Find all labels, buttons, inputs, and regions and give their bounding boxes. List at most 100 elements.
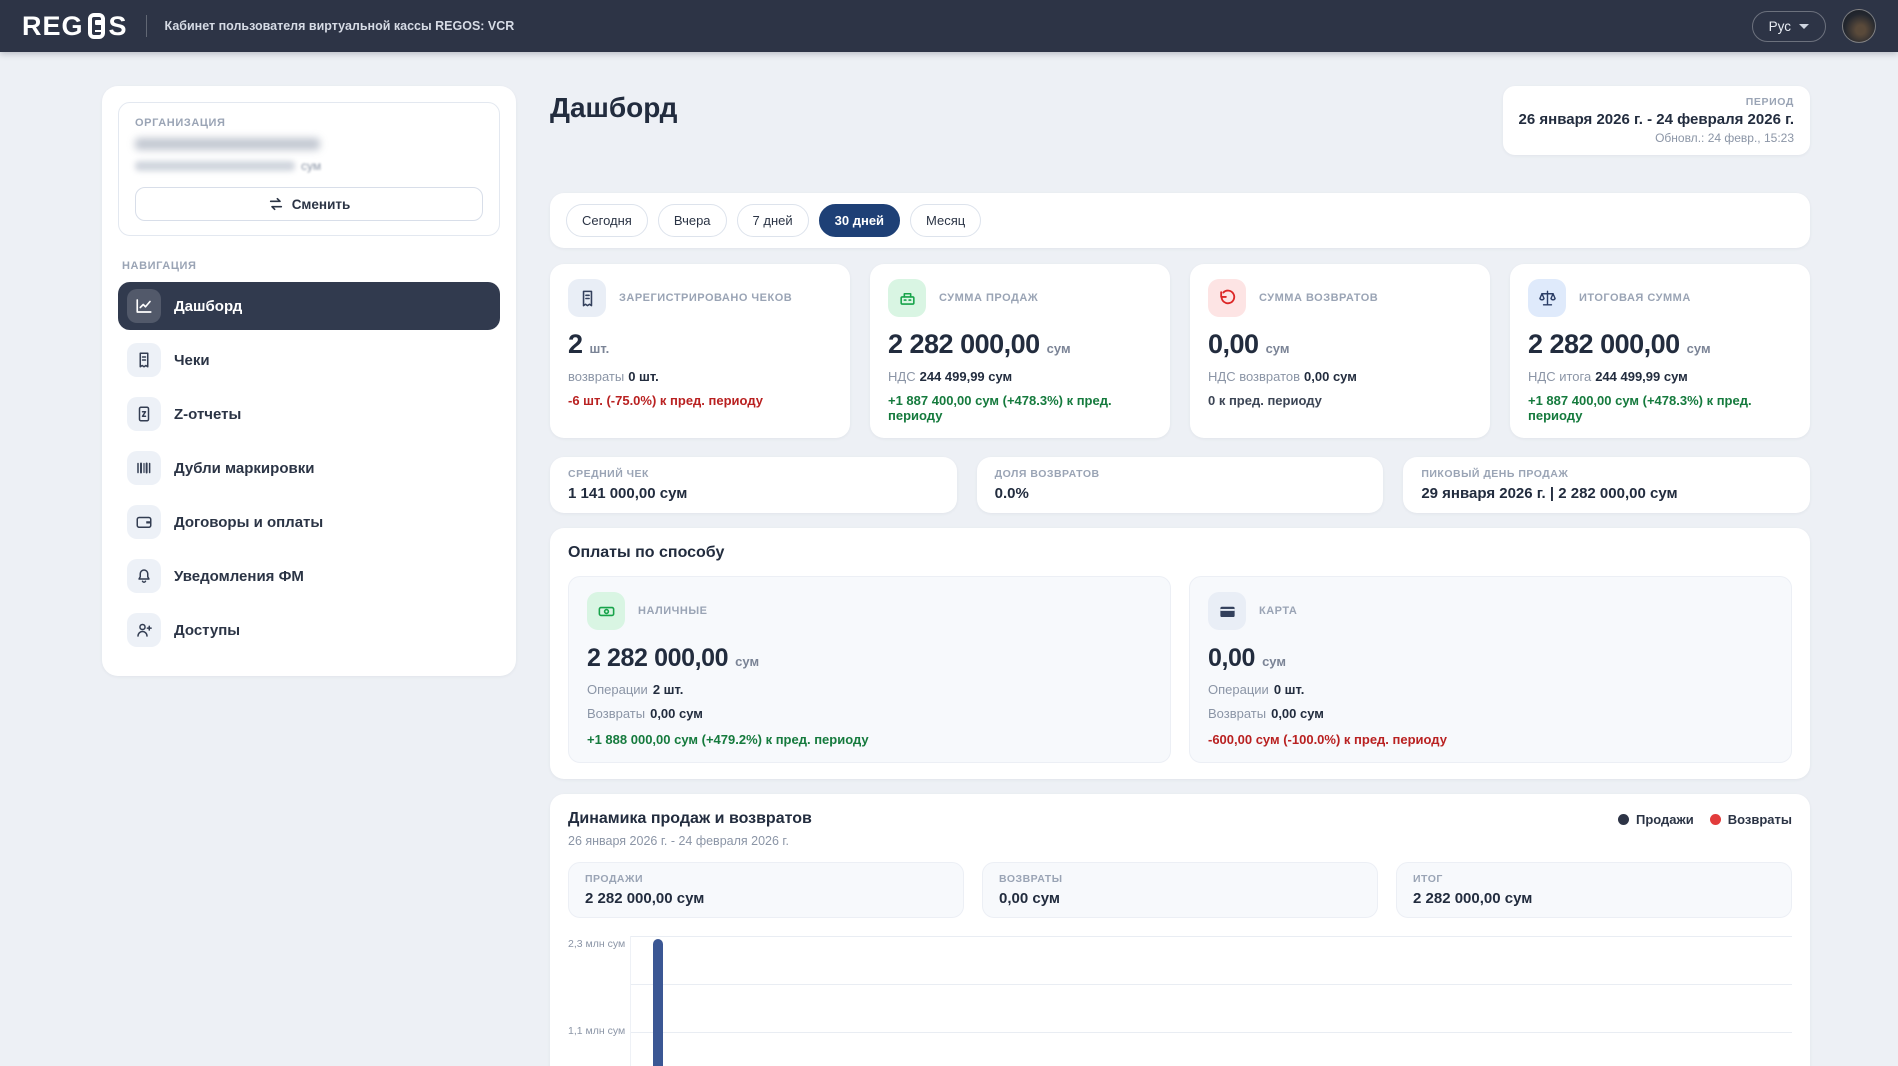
payments-section-title: Оплаты по способу: [568, 544, 725, 561]
stat-value: 2: [568, 329, 583, 359]
stat-sub-value: 244 499,99 сум: [1595, 369, 1688, 384]
stat-sub-value: 0,00 сум: [1304, 369, 1357, 384]
stat-sub-value: 244 499,99 сум: [919, 369, 1013, 384]
sidebar-item-z-reports[interactable]: Z-отчеты: [118, 390, 500, 438]
page-title: Дашборд: [550, 92, 678, 123]
dynamics-summary-sales: ПРОДАЖИ 2 282 000,00 сум: [568, 862, 964, 918]
payment-row-value: 0 шт.: [1273, 682, 1305, 697]
sidebar-item-label: Дубли маркировки: [174, 459, 315, 477]
stat-value: 0,00: [1208, 329, 1259, 359]
sales-bar-jan-29[interactable]: [653, 939, 663, 1066]
sidebar-item-receipts[interactable]: Чеки: [118, 336, 500, 384]
dynamics-title: Динамика продаж и возвратов: [568, 810, 812, 827]
logo-pos-icon: [87, 13, 105, 39]
chevron-down-icon: [1799, 23, 1809, 29]
regos-logo: REG S: [22, 11, 128, 42]
stat-unit: сум: [1686, 341, 1711, 356]
cash-register-icon: [888, 279, 926, 317]
stat-value: 2 282 000,00: [1528, 329, 1680, 359]
period-card: ПЕРИОД 26 января 2026 г. - 24 февраля 20…: [1502, 86, 1810, 155]
stat-value: 2 282 000,00: [888, 329, 1040, 359]
summary-value: 2 282 000,00 сум: [585, 890, 705, 907]
gridline: [631, 984, 1792, 985]
org-name-redacted: [135, 138, 320, 150]
receipt-icon: [568, 279, 606, 317]
sidebar-item-label: Чеки: [174, 351, 210, 369]
filter-month[interactable]: Месяц: [910, 204, 982, 237]
gridline: [631, 936, 1792, 937]
period-range: 26 января 2026 г. - 24 февраля 2026 г.: [1518, 111, 1794, 128]
payment-card-card: КАРТА 0,00 сум Операции 0 шт. Возвраты 0,0…: [1189, 576, 1792, 763]
stat-label: ЗАРЕГИСТРИРОВАНО ЧЕКОВ: [619, 292, 793, 304]
navigation-section-label: НАВИГАЦИЯ: [122, 260, 197, 272]
credit-card-icon: [1208, 592, 1246, 630]
mini-label: ПИКОВЫЙ ДЕНЬ ПРОДАЖ: [1421, 468, 1569, 480]
filter-30-days[interactable]: 30 дней: [818, 204, 901, 237]
summary-label: ИТОГ: [1413, 873, 1443, 885]
bell-icon: [127, 559, 161, 593]
stat-label: СУММА ПРОДАЖ: [939, 292, 1039, 304]
y-tick-label: 2,3 млн сум: [568, 938, 626, 950]
payment-unit: сум: [1262, 654, 1286, 669]
user-avatar[interactable]: [1842, 9, 1876, 43]
sidebar-item-contracts-payments[interactable]: Договоры и оплаты: [118, 498, 500, 546]
organization-label: ОРГАНИЗАЦИЯ: [135, 117, 226, 129]
chart-legend: Продажи Возвраты: [1617, 812, 1792, 827]
stat-label: СУММА ВОЗВРАТОВ: [1259, 292, 1379, 304]
filter-yesterday[interactable]: Вчера: [657, 204, 727, 237]
mini-card-peak-day: ПИКОВЫЙ ДЕНЬ ПРОДАЖ 29 января 2026 г. | …: [1403, 457, 1810, 513]
header-divider: [145, 15, 147, 37]
payment-value: 0,00: [1208, 644, 1256, 672]
mini-card-average-check: СРЕДНИЙ ЧЕК 1 141 000,00 сум: [550, 457, 957, 513]
dynamics-subtitle: 26 января 2026 г. - 24 февраля 2026 г.: [568, 834, 789, 848]
language-selector[interactable]: Рус: [1751, 10, 1826, 42]
stat-card-returns: СУММА ВОЗВРАТОВ 0,00 сум НДС возвратов 0,…: [1190, 264, 1490, 438]
sidebar-item-marking-duplicates[interactable]: Дубли маркировки: [118, 444, 500, 492]
mini-value: 1 141 000,00 сум: [568, 485, 688, 502]
stat-sub-label: НДС итога: [1528, 369, 1592, 384]
organization-card: ОРГАНИЗАЦИЯ сум Сменить: [118, 102, 500, 236]
payment-row-value: 0,00 сум: [1271, 706, 1324, 721]
sidebar-item-fm-notifications[interactable]: Уведомления ФМ: [118, 552, 500, 600]
payment-row-value: 0,00 сум: [650, 706, 703, 721]
mini-label: ДОЛЯ ВОЗВРАТОВ: [994, 468, 1100, 480]
payment-label: НАЛИЧНЫЕ: [638, 605, 708, 617]
stat-delta: 0 к пред. периоду: [1208, 393, 1322, 408]
chart-plot-area: [630, 936, 1792, 1066]
filter-today[interactable]: Сегодня: [566, 204, 648, 237]
gridline: [631, 1032, 1792, 1033]
scales-icon: [1528, 279, 1566, 317]
legend-item-sales: Продажи: [1617, 812, 1694, 827]
dynamics-summary-total: ИТОГ 2 282 000,00 сум: [1396, 862, 1792, 918]
receipt-icon: [127, 343, 161, 377]
period-filter-bar: Сегодня Вчера 7 дней 30 дней Месяц: [550, 193, 1810, 248]
wallet-icon: [127, 505, 161, 539]
barcode-icon: [127, 451, 161, 485]
payment-row-label: Операции: [1208, 682, 1269, 697]
user-icon: [127, 613, 161, 647]
summary-value: 0,00 сум: [999, 890, 1060, 907]
sidebar-item-label: Z-отчеты: [174, 405, 242, 423]
sidebar-item-dashboard[interactable]: Дашборд: [118, 282, 500, 330]
stat-delta: +1 887 400,00 сум (+478.3%) к пред. пери…: [1528, 393, 1752, 423]
rotate-ccw-icon: [1208, 279, 1246, 317]
chart-line-icon: [127, 289, 161, 323]
payment-row-label: Операции: [587, 682, 648, 697]
sidebar-item-access[interactable]: Доступы: [118, 606, 500, 654]
stat-unit: сум: [1265, 341, 1290, 356]
summary-label: ПРОДАЖИ: [585, 873, 644, 885]
top-header: REG S Кабинет пользователя виртуальной ка…: [0, 0, 1898, 52]
mini-value: 29 января 2026 г. | 2 282 000,00 сум: [1421, 485, 1678, 502]
sidebar-item-label: Договоры и оплаты: [174, 513, 324, 531]
org-details-suffix: сум: [301, 159, 322, 173]
dynamics-summary-returns: ВОЗВРАТЫ 0,00 сум: [982, 862, 1378, 918]
filter-7-days[interactable]: 7 дней: [736, 204, 809, 237]
stat-sub-value: 0 шт.: [628, 369, 659, 384]
legend-item-returns: Возвраты: [1709, 812, 1792, 827]
sales-dot-icon: [1617, 814, 1629, 825]
legend-label: Продажи: [1635, 812, 1694, 827]
payments-by-method-section: Оплаты по способу НАЛИЧНЫЕ 2 282 000,00 …: [550, 528, 1810, 779]
switch-organization-button[interactable]: Сменить: [135, 187, 483, 221]
payment-row-value: 2 шт.: [652, 682, 684, 697]
org-details-redacted: [135, 161, 295, 171]
